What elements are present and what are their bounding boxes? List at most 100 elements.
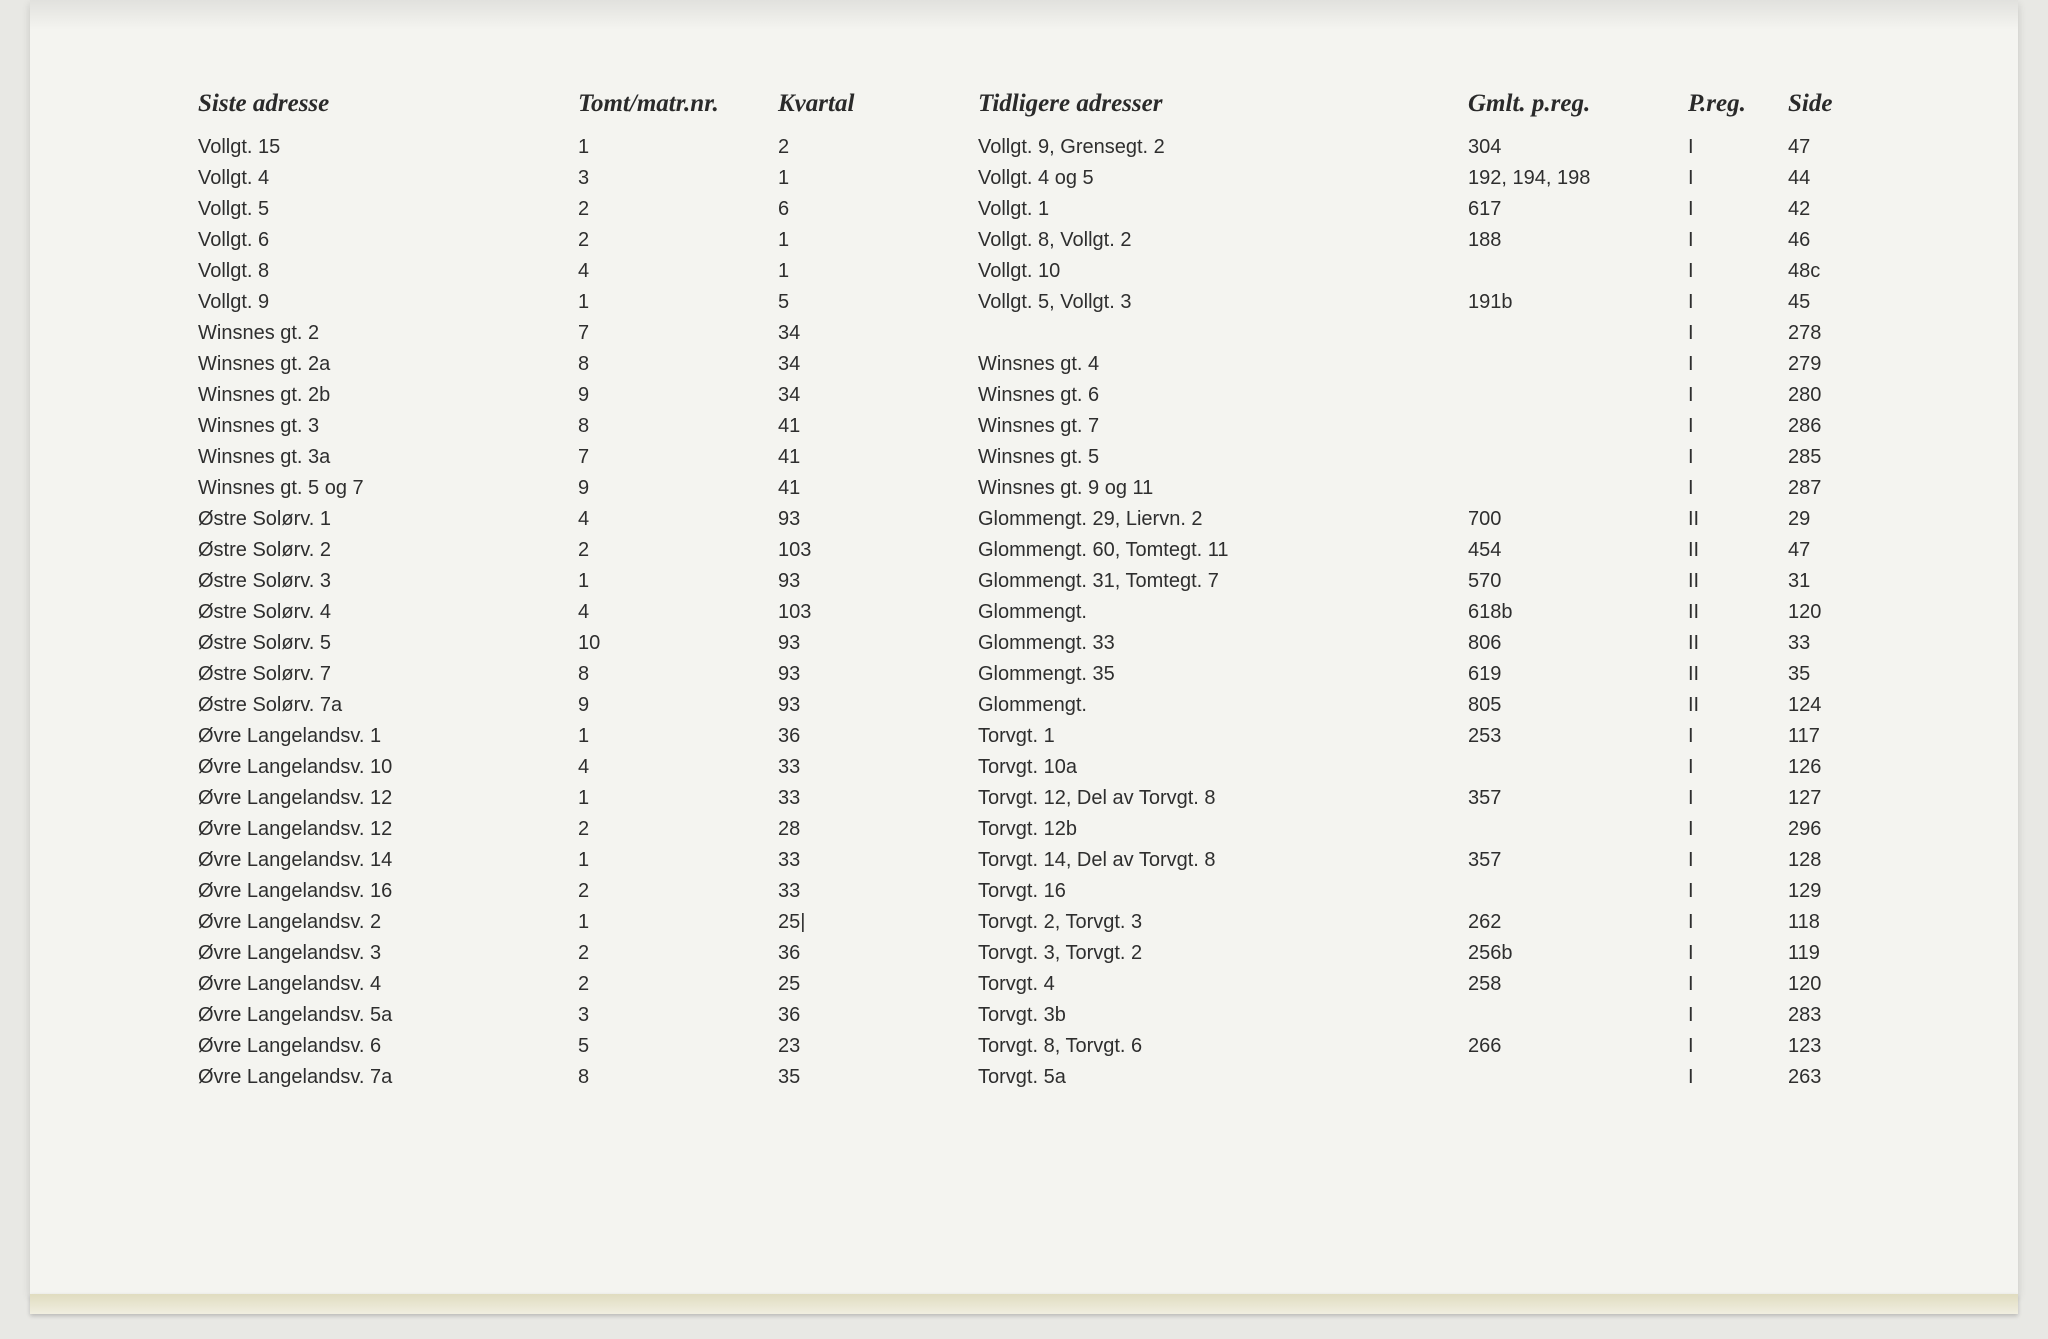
table-cell: 3 <box>570 1000 770 1031</box>
scan-background: Siste adresse Tomt/matr.nr. Kvartal Tidl… <box>0 0 2048 1339</box>
table-cell: Øvre Langelandsv. 3 <box>190 938 570 969</box>
table-cell: Winsnes gt. 2a <box>190 349 570 380</box>
table-row: Øvre Langelandsv. 1136Torvgt. 1253I117 <box>190 721 1890 752</box>
table-cell: 36 <box>770 1000 970 1031</box>
table-cell: 286 <box>1780 411 1890 442</box>
table-row: Østre Solørv. 7a993Glommengt.805II124 <box>190 690 1890 721</box>
table-cell: 41 <box>770 442 970 473</box>
table-cell: 2 <box>570 225 770 256</box>
table-cell: 9 <box>570 380 770 411</box>
table-cell: 93 <box>770 628 970 659</box>
table-cell: Torvgt. 16 <box>970 876 1460 907</box>
table-cell: 123 <box>1780 1031 1890 1062</box>
table-cell: 127 <box>1780 783 1890 814</box>
table-cell <box>1460 814 1680 845</box>
table-cell: 35 <box>1780 659 1890 690</box>
table-cell: 124 <box>1780 690 1890 721</box>
table-cell: 304 <box>1460 132 1680 163</box>
table-cell: Øvre Langelandsv. 5a <box>190 1000 570 1031</box>
table-cell: II <box>1680 628 1780 659</box>
col-header-siste: Siste adresse <box>190 90 570 132</box>
table-row: Øvre Langelandsv. 10433Torvgt. 10aI126 <box>190 752 1890 783</box>
table-cell: 1 <box>570 287 770 318</box>
table-cell: 700 <box>1460 504 1680 535</box>
table-cell: Glommengt. <box>970 690 1460 721</box>
table-cell: I <box>1680 814 1780 845</box>
table-cell: 44 <box>1780 163 1890 194</box>
table-cell: 23 <box>770 1031 970 1062</box>
table-cell <box>1460 1000 1680 1031</box>
table-cell: 263 <box>1780 1062 1890 1093</box>
table-cell <box>1460 473 1680 504</box>
table-cell: 1 <box>570 566 770 597</box>
table-cell: 5 <box>570 1031 770 1062</box>
table-cell: Winsnes gt. 3 <box>190 411 570 442</box>
table-cell: Østre Solørv. 5 <box>190 628 570 659</box>
col-header-gmlt: Gmlt. p.reg. <box>1460 90 1680 132</box>
table-cell: 1 <box>570 783 770 814</box>
address-table: Siste adresse Tomt/matr.nr. Kvartal Tidl… <box>190 90 1890 1093</box>
table-row: Østre Solørv. 44103Glommengt.618bII120 <box>190 597 1890 628</box>
table-cell: 47 <box>1780 535 1890 566</box>
table-cell: Torvgt. 2, Torvgt. 3 <box>970 907 1460 938</box>
table-cell: 2 <box>570 814 770 845</box>
table-cell: 34 <box>770 380 970 411</box>
table-cell: 4 <box>570 256 770 287</box>
table-cell: Vollgt. 5, Vollgt. 3 <box>970 287 1460 318</box>
table-cell: Østre Solørv. 2 <box>190 535 570 566</box>
table-cell: 191b <box>1460 287 1680 318</box>
table-cell: 2 <box>570 938 770 969</box>
table-cell <box>1460 411 1680 442</box>
table-cell: 6 <box>770 194 970 225</box>
table-cell: Torvgt. 12b <box>970 814 1460 845</box>
table-cell: I <box>1680 411 1780 442</box>
table-cell: 806 <box>1460 628 1680 659</box>
table-cell: II <box>1680 504 1780 535</box>
table-row: Vollgt. 1512Vollgt. 9, Grensegt. 2304I47 <box>190 132 1890 163</box>
table-cell: 357 <box>1460 783 1680 814</box>
table-row: Øvre Langelandsv. 16233Torvgt. 16I129 <box>190 876 1890 907</box>
table-cell: 117 <box>1780 721 1890 752</box>
table-cell: 93 <box>770 659 970 690</box>
table-cell: Østre Solørv. 1 <box>190 504 570 535</box>
table-row: Øvre Langelandsv. 6523Torvgt. 8, Torvgt.… <box>190 1031 1890 1062</box>
table-cell: 1 <box>570 845 770 876</box>
table-cell: Glommengt. 31, Tomtegt. 7 <box>970 566 1460 597</box>
table-cell: I <box>1680 318 1780 349</box>
table-cell: 2 <box>570 194 770 225</box>
col-header-tomt: Tomt/matr.nr. <box>570 90 770 132</box>
table-cell: Øvre Langelandsv. 4 <box>190 969 570 1000</box>
table-cell: I <box>1680 1000 1780 1031</box>
table-cell: Winsnes gt. 5 <box>970 442 1460 473</box>
table-cell: 4 <box>570 597 770 628</box>
table-row: Østre Solørv. 1493Glommengt. 29, Liervn.… <box>190 504 1890 535</box>
table-cell: Torvgt. 8, Torvgt. 6 <box>970 1031 1460 1062</box>
table-row: Øvre Langelandsv. 12228Torvgt. 12bI296 <box>190 814 1890 845</box>
table-cell: 1 <box>570 132 770 163</box>
table-cell: I <box>1680 256 1780 287</box>
table-cell: Glommengt. 60, Tomtegt. 11 <box>970 535 1460 566</box>
table-cell: Winsnes gt. 4 <box>970 349 1460 380</box>
table-cell: Torvgt. 12, Del av Torvgt. 8 <box>970 783 1460 814</box>
table-cell: 45 <box>1780 287 1890 318</box>
table-row: Øvre Langelandsv. 3236Torvgt. 3, Torvgt.… <box>190 938 1890 969</box>
table-cell: Torvgt. 14, Del av Torvgt. 8 <box>970 845 1460 876</box>
table-cell <box>1460 349 1680 380</box>
table-cell: Vollgt. 4 <box>190 163 570 194</box>
table-cell: Øvre Langelandsv. 16 <box>190 876 570 907</box>
table-row: Øvre Langelandsv. 5a336Torvgt. 3bI283 <box>190 1000 1890 1031</box>
table-cell: I <box>1680 1062 1780 1093</box>
table-cell: 2 <box>770 132 970 163</box>
table-row: Østre Solørv. 3193Glommengt. 31, Tomtegt… <box>190 566 1890 597</box>
table-cell: 1 <box>770 163 970 194</box>
table-cell: Glommengt. 33 <box>970 628 1460 659</box>
table-cell: 357 <box>1460 845 1680 876</box>
table-cell: 454 <box>1460 535 1680 566</box>
table-cell: Øvre Langelandsv. 2 <box>190 907 570 938</box>
table-cell: 287 <box>1780 473 1890 504</box>
table-cell: 1 <box>770 256 970 287</box>
table-cell: 47 <box>1780 132 1890 163</box>
table-cell: 33 <box>770 783 970 814</box>
table-cell: Winsnes gt. 7 <box>970 411 1460 442</box>
table-cell <box>1460 1062 1680 1093</box>
